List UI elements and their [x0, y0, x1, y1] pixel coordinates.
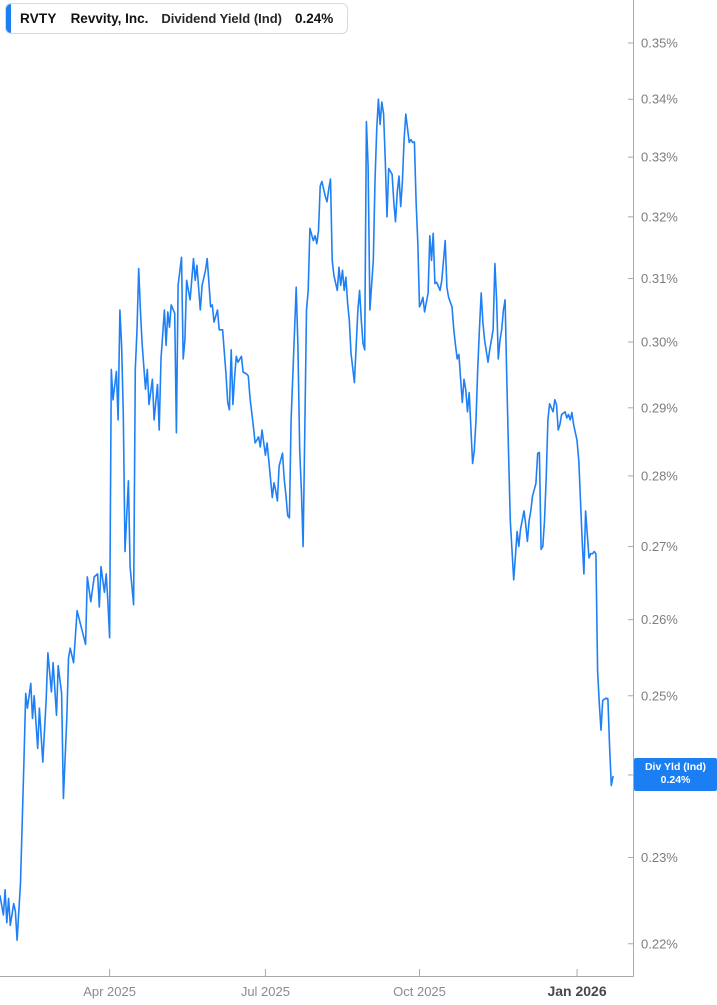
y-tick-label: 0.30%: [641, 335, 678, 350]
x-tick-label: Oct 2025: [393, 984, 446, 999]
x-tick-label: Jan 2026: [547, 983, 606, 999]
metric-name: Dividend Yield (Ind): [161, 11, 282, 26]
ticker-symbol: RVTY: [20, 11, 57, 26]
y-tick-label: 0.32%: [641, 209, 678, 224]
y-tick-label: 0.27%: [641, 539, 678, 554]
y-tick-label: 0.34%: [641, 92, 678, 107]
metric-value: 0.24%: [294, 11, 334, 26]
y-tick-label: 0.31%: [641, 271, 678, 286]
badge-label: Div Yld (Ind): [644, 760, 707, 773]
y-tick-label: 0.28%: [641, 468, 678, 483]
quote-header: RVTY Revvity, Inc. Dividend Yield (Ind) …: [5, 3, 349, 34]
y-tick-label: 0.35%: [641, 36, 678, 51]
y-tick-label: 0.29%: [641, 400, 678, 415]
y-tick-label: 0.23%: [641, 850, 678, 865]
y-tick-label: 0.26%: [641, 612, 678, 627]
badge-value: 0.24%: [660, 773, 691, 786]
y-tick-label: 0.22%: [641, 936, 678, 951]
yield-line: [0, 98, 614, 942]
y-tick-label: 0.25%: [641, 688, 678, 703]
last-value-badge: Div Yld (Ind) 0.24%: [634, 757, 717, 791]
y-tick-label: 0.33%: [641, 150, 678, 165]
x-tick-label: Apr 2025: [83, 984, 136, 999]
accent-bar: [6, 4, 11, 33]
company-name: Revvity, Inc.: [70, 11, 149, 26]
x-tick-label: Jul 2025: [241, 984, 290, 999]
